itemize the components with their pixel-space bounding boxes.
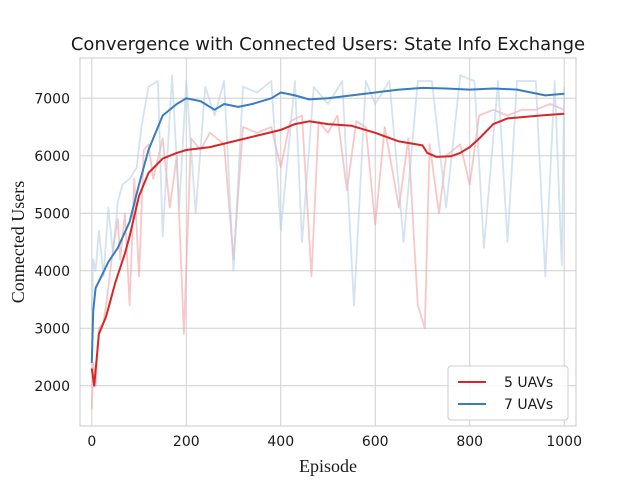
y-tick-label: 3000: [34, 321, 70, 337]
legend-box: [447, 365, 569, 421]
plot-frame: [79, 57, 577, 427]
x-tick-label: 800: [456, 434, 483, 450]
x-tick-label: 1000: [546, 434, 582, 450]
x-axis-label: Episode: [299, 456, 357, 476]
chart-title: Convergence with Connected Users: State …: [71, 34, 585, 55]
series-line: [90, 86, 565, 363]
legend: 5 UAVs 7 UAVs: [447, 365, 569, 421]
y-axis-label: Connected Users: [8, 181, 28, 303]
y-tick-label: 4000: [34, 264, 70, 280]
y-tick-label: 2000: [34, 379, 70, 395]
series-line: [90, 112, 565, 387]
legend-label: 5 UAVs: [504, 375, 553, 391]
tick-labels: 0 200 400 600 800 1000 2000 3000 4000 5000 6000 700…: [34, 91, 582, 450]
x-tick-label: 0: [87, 434, 96, 450]
legend-label: 7 UAVs: [504, 397, 553, 413]
y-tick-label: 5000: [34, 206, 70, 222]
grid: [80, 58, 576, 426]
series-raw-line: [90, 74, 566, 312]
y-tick-label: 7000: [34, 91, 70, 107]
y-tick-label: 6000: [34, 149, 70, 165]
x-tick-label: 200: [173, 434, 200, 450]
x-tick-label: 600: [362, 434, 389, 450]
plot-area: [90, 74, 566, 409]
x-tick-label: 400: [267, 434, 294, 450]
